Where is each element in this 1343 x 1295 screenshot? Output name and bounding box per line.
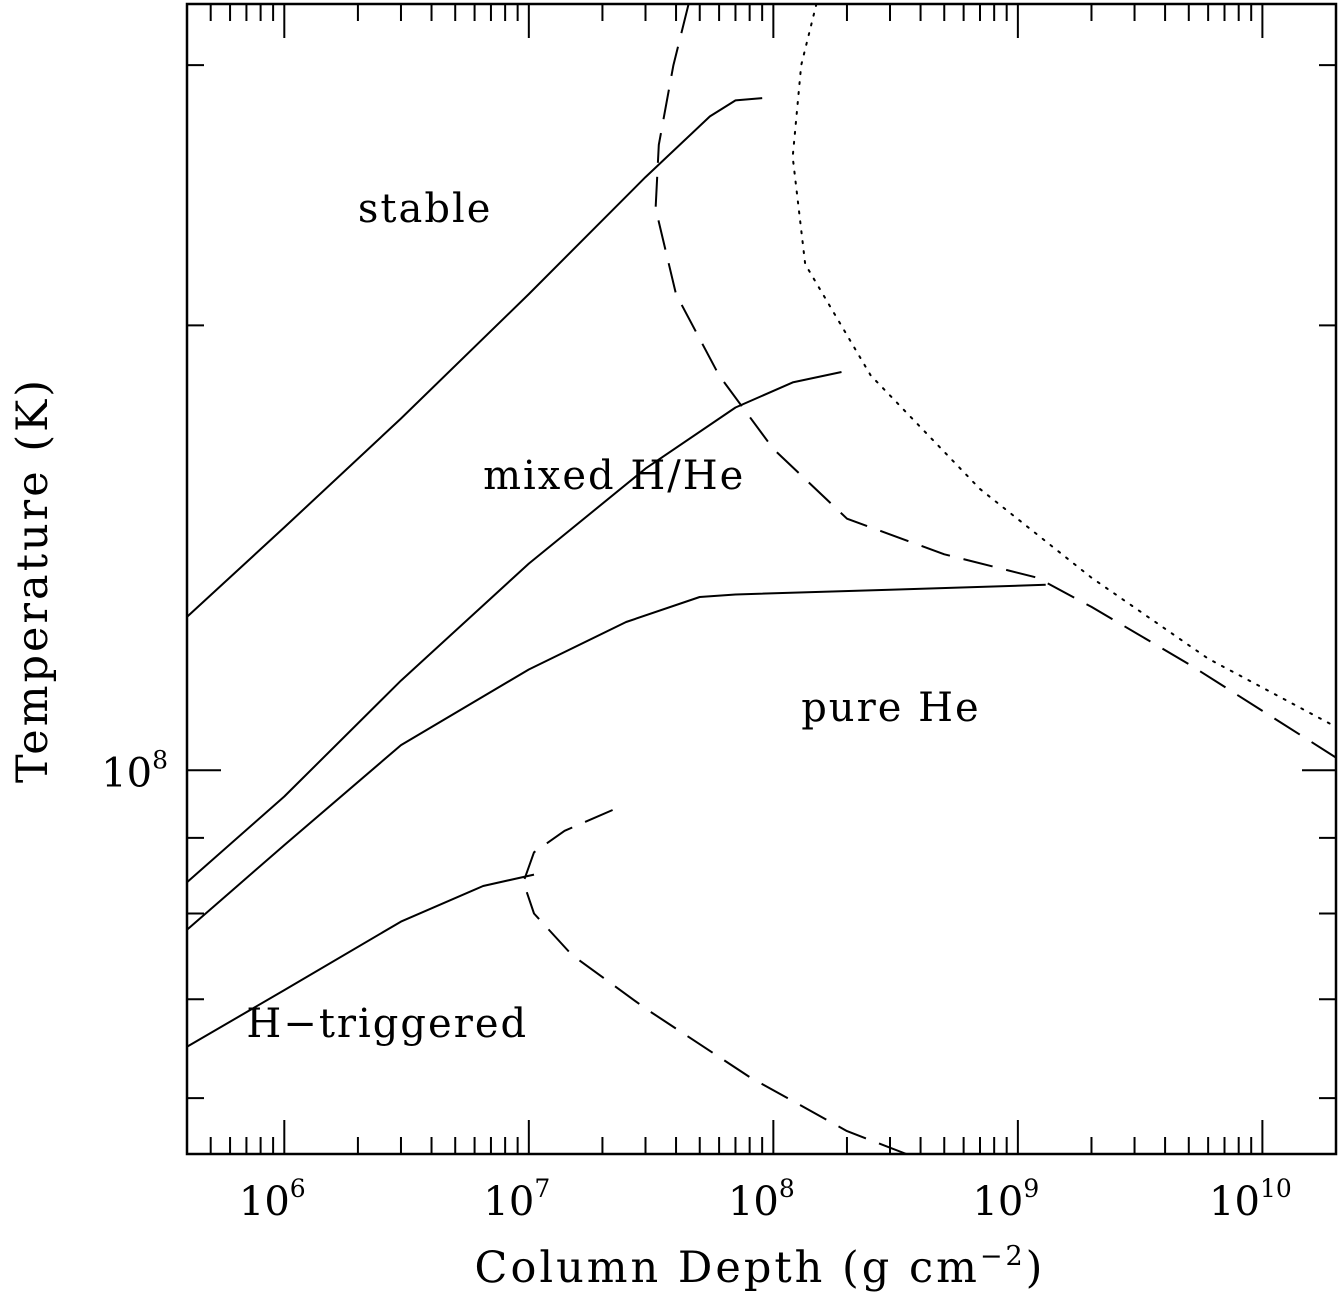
- series-line-solid: [186, 583, 1046, 931]
- x-tick-label: 109: [972, 1174, 1039, 1225]
- region-label: H−triggered: [246, 1001, 528, 1047]
- tick-labels: 106 107 108 109 1010 108: [101, 745, 1292, 1225]
- x-axis-title: Column Depth (g cm−2): [475, 1241, 1046, 1293]
- y-tick-label: 108: [101, 745, 168, 796]
- series-line-dashed: [654, 3, 1337, 759]
- plot-frame: [185, 2, 1338, 1156]
- x-tick-label: 107: [483, 1174, 550, 1225]
- axis-ticks: [186, 4, 1337, 1154]
- series-line-dotted: [791, 3, 1337, 728]
- region-label: pure He: [801, 685, 980, 731]
- x-tick-label: 108: [728, 1174, 795, 1225]
- series-line-solid: [186, 371, 842, 883]
- series-layer: [186, 3, 1337, 1155]
- annotation-layer: stable mixed H/He pure He H−triggered: [246, 186, 980, 1047]
- region-label: mixed H/He: [483, 453, 745, 499]
- series-line-solid: [186, 873, 535, 1048]
- y-axis-title: Temperature (K): [8, 377, 58, 783]
- region-label: stable: [358, 186, 493, 232]
- series-line-solid: [186, 97, 763, 618]
- series-line-dashed: [522, 809, 907, 1155]
- x-tick-label: 1010: [1209, 1174, 1292, 1225]
- x-tick-label: 106: [239, 1174, 306, 1225]
